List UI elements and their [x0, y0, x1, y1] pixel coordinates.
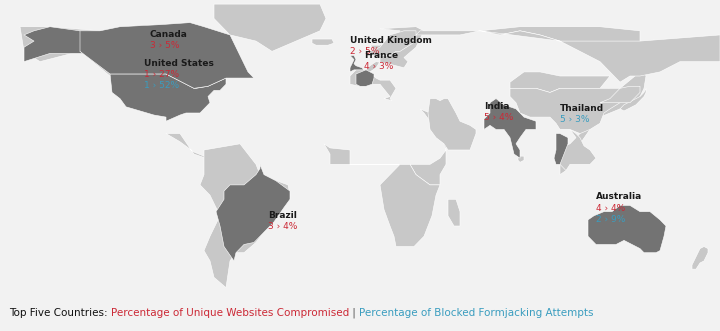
Text: United Kingdom: United Kingdom [350, 36, 432, 45]
Text: Percentage of Unique Websites Compromised: Percentage of Unique Websites Compromise… [110, 308, 348, 318]
Text: 3 › 4%: 3 › 4% [268, 222, 297, 231]
Text: United States: United States [144, 59, 214, 68]
Text: Thailand: Thailand [560, 104, 604, 113]
Text: Top Five Countries:: Top Five Countries: [9, 308, 110, 318]
Text: Australia: Australia [596, 192, 642, 201]
Text: 3 › 5%: 3 › 5% [150, 41, 179, 50]
Text: |: | [348, 307, 359, 318]
Text: Percentage of Blocked Formjacking Attempts: Percentage of Blocked Formjacking Attemp… [359, 308, 593, 318]
Text: 4 › 3%: 4 › 3% [364, 62, 393, 71]
Text: 1 › 52%: 1 › 52% [144, 81, 179, 90]
Text: 2 › 9%: 2 › 9% [596, 215, 626, 224]
Text: 4 › 4%: 4 › 4% [596, 204, 625, 213]
Text: Brazil: Brazil [268, 211, 297, 220]
Text: 2 › 5%: 2 › 5% [350, 47, 379, 57]
Text: 5 › 4%: 5 › 4% [484, 113, 513, 122]
Text: India: India [484, 102, 510, 111]
Text: Canada: Canada [150, 30, 188, 39]
Text: France: France [364, 51, 398, 60]
Text: 5 › 3%: 5 › 3% [560, 115, 590, 124]
Text: 1 › 27%: 1 › 27% [144, 70, 179, 79]
